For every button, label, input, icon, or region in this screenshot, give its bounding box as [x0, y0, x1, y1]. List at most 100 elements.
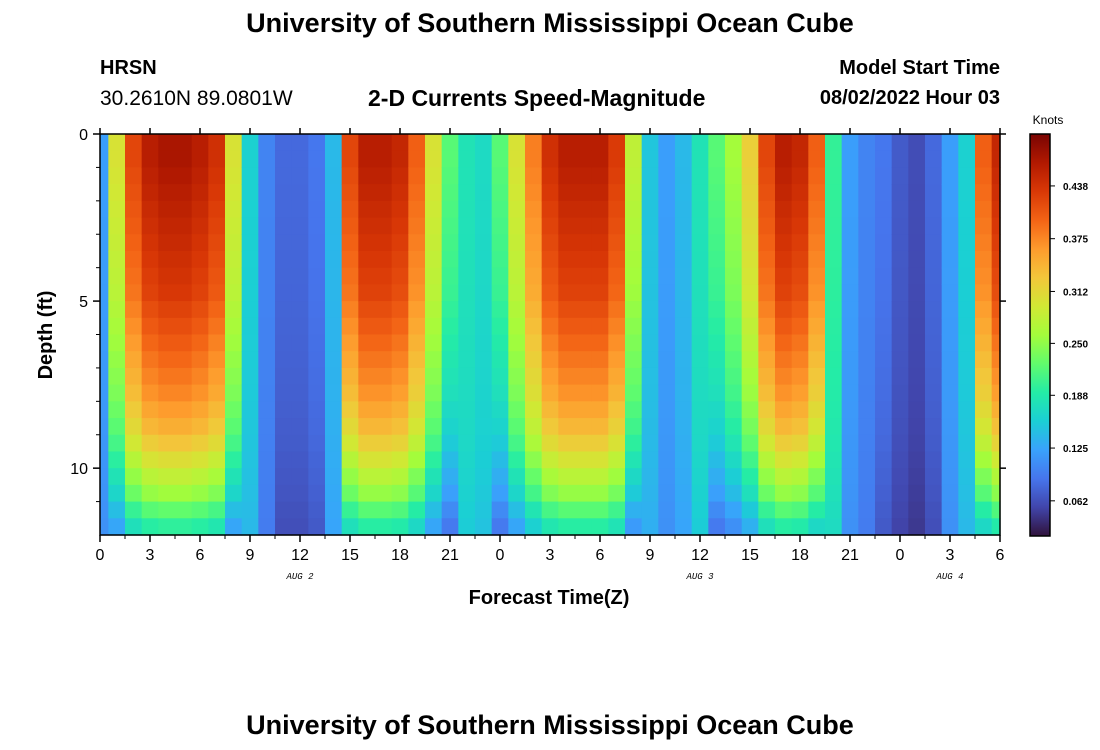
heatmap-cell: [608, 234, 626, 252]
heatmap-cell: [841, 334, 859, 352]
heatmap-cell: [125, 451, 143, 469]
heatmap-cell: [575, 367, 593, 386]
heatmap-cell: [475, 518, 493, 536]
heatmap-cell: [441, 434, 459, 453]
heatmap-cell: [925, 384, 943, 402]
heatmap-cell: [108, 434, 126, 453]
heatmap-cell: [625, 184, 643, 202]
heatmap-cell: [275, 167, 293, 185]
heatmap-cell: [275, 468, 293, 486]
heatmap-cell: [841, 401, 859, 419]
heatmap-cell: [708, 434, 726, 453]
heatmap-cell: [791, 367, 809, 386]
heatmap-cell: [191, 267, 209, 285]
heatmap-cell: [908, 184, 926, 202]
heatmap-cell: [641, 301, 659, 319]
heatmap-cell: [691, 401, 709, 419]
heatmap-cell: [225, 200, 243, 219]
heatmap-cell: [358, 150, 376, 169]
heatmap-cell: [375, 334, 393, 352]
heatmap-cell: [358, 518, 376, 536]
heatmap-cell: [325, 418, 343, 436]
heatmap-cell: [558, 284, 576, 302]
heatmap-cell: [375, 367, 393, 386]
heatmap-cell: [591, 167, 609, 185]
heatmap-cell: [375, 267, 393, 285]
heatmap-cell: [825, 234, 843, 252]
heatmap-cell: [275, 384, 293, 402]
heatmap-cell: [125, 167, 143, 185]
heatmap-cell: [241, 234, 259, 252]
colorbar-tick-label: 0.312: [1063, 287, 1088, 298]
heatmap-cell: [591, 184, 609, 202]
heatmap-cell: [541, 367, 559, 386]
heatmap-cell: [775, 518, 793, 536]
heatmap-cell: [491, 184, 509, 202]
heatmap-cell: [558, 518, 576, 536]
heatmap-cell: [425, 150, 443, 169]
heatmap-cell: [125, 501, 143, 519]
heatmap-cell: [541, 217, 559, 235]
heatmap-cell: [508, 150, 526, 169]
heatmap-cell: [225, 367, 243, 386]
heatmap-cell: [291, 334, 309, 352]
heatmap-cell: [125, 401, 143, 419]
heatmap-cell: [525, 367, 543, 386]
heatmap-cell: [391, 334, 409, 352]
heatmap-cell: [675, 134, 693, 152]
heatmap-cell: [375, 468, 393, 486]
heatmap-cell: [708, 351, 726, 369]
heatmap-cell: [425, 250, 443, 269]
x-tick-label: 18: [791, 547, 809, 564]
heatmap-cell: [375, 451, 393, 469]
heatmap-cell: [825, 134, 843, 152]
heatmap-cell: [241, 317, 259, 336]
heatmap-cell: [558, 150, 576, 169]
heatmap-cell: [341, 217, 359, 235]
heatmap-cell: [708, 401, 726, 419]
heatmap-cell: [325, 468, 343, 486]
heatmap-cell: [391, 167, 409, 185]
heatmap-cell: [925, 334, 943, 352]
heatmap-cell: [475, 217, 493, 235]
heatmap-cell: [908, 384, 926, 402]
heatmap-cell: [625, 167, 643, 185]
heatmap-cell: [275, 334, 293, 352]
x-tick-label: 15: [341, 547, 359, 564]
heatmap-cell: [625, 468, 643, 486]
heatmap-cell: [458, 284, 476, 302]
x-tick-label: 0: [896, 547, 905, 564]
heatmap-cell: [375, 200, 393, 219]
heatmap-cell: [475, 167, 493, 185]
heatmap-cell: [958, 401, 976, 419]
heatmap-cell: [358, 200, 376, 219]
heatmap-cell: [791, 167, 809, 185]
heatmap-cell: [125, 134, 143, 152]
heatmap-cell: [525, 501, 543, 519]
heatmap-cell: [991, 284, 1001, 302]
heatmap-cell: [908, 484, 926, 503]
heatmap-cell: [975, 351, 993, 369]
heatmap-cell: [958, 234, 976, 252]
heatmap-cell: [691, 234, 709, 252]
heatmap-cell: [791, 468, 809, 486]
heatmap-cell: [975, 384, 993, 402]
heatmap-cell: [525, 351, 543, 369]
heatmap-cell: [708, 468, 726, 486]
heatmap-cell: [408, 484, 426, 503]
heatmap-cell: [100, 250, 109, 269]
heatmap-cell: [358, 250, 376, 269]
heatmap-cell: [291, 217, 309, 235]
heatmap-cell: [275, 501, 293, 519]
heatmap-cell: [725, 250, 743, 269]
heatmap-cell: [408, 250, 426, 269]
heatmap-cell: [691, 250, 709, 269]
heatmap-cell: [441, 501, 459, 519]
heatmap-cell: [191, 451, 209, 469]
heatmap-cell: [925, 451, 943, 469]
heatmap-cell: [241, 150, 259, 169]
heatmap-cell: [408, 301, 426, 319]
heatmap-cell: [458, 250, 476, 269]
heatmap-cell: [925, 150, 943, 169]
heatmap-cell: [225, 217, 243, 235]
